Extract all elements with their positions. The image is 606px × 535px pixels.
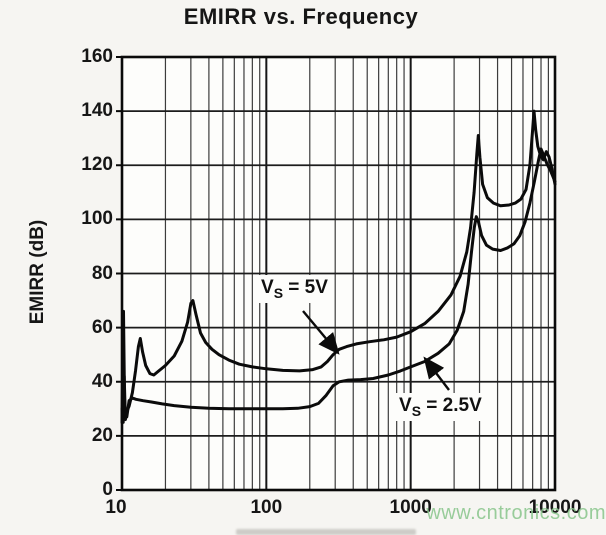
x-tick-label-1000: 1000 [389, 497, 432, 518]
clipped-x-axis-title-smudge [236, 529, 416, 535]
y-tick-label-60: 60 [91, 316, 113, 338]
y-tick-label-40: 40 [91, 370, 113, 392]
y-tick-label-100: 100 [81, 208, 113, 230]
label-text: = 5V [283, 277, 328, 298]
label-subscript: S [411, 402, 422, 419]
annotation-arrows [302, 310, 450, 391]
chart-title: EMIRR vs. Frequency [183, 4, 419, 29]
series-line-vs-5v [120, 109, 557, 424]
y-tick-label-80: 80 [91, 262, 113, 284]
y-tick-label-140: 140 [81, 100, 113, 122]
label-subscript: S [273, 284, 284, 301]
label-text: V [399, 395, 412, 416]
x-tick-label-100: 100 [250, 497, 283, 518]
y-tick-label-120: 120 [81, 154, 113, 176]
data-series [120, 109, 557, 424]
series-line-vs-2v5 [120, 147, 557, 424]
series-label-vs-5v: VS = 5V [256, 275, 333, 303]
watermark-text: www.cntronics.com [426, 502, 606, 524]
x-tick-label-10000: 10000 [528, 497, 582, 518]
label-text: = 2.5V [421, 395, 482, 416]
series-label-vs-2v5: VS = 2.5V [394, 393, 487, 421]
plot-border [120, 55, 557, 492]
y-tick-label-0: 0 [102, 479, 113, 500]
gridlines [122, 57, 555, 490]
y-tick-label-160: 160 [81, 46, 113, 67]
y-tick-label-20: 20 [91, 424, 113, 446]
x-tick-label-10: 10 [105, 497, 127, 518]
label-text: V [261, 277, 274, 298]
